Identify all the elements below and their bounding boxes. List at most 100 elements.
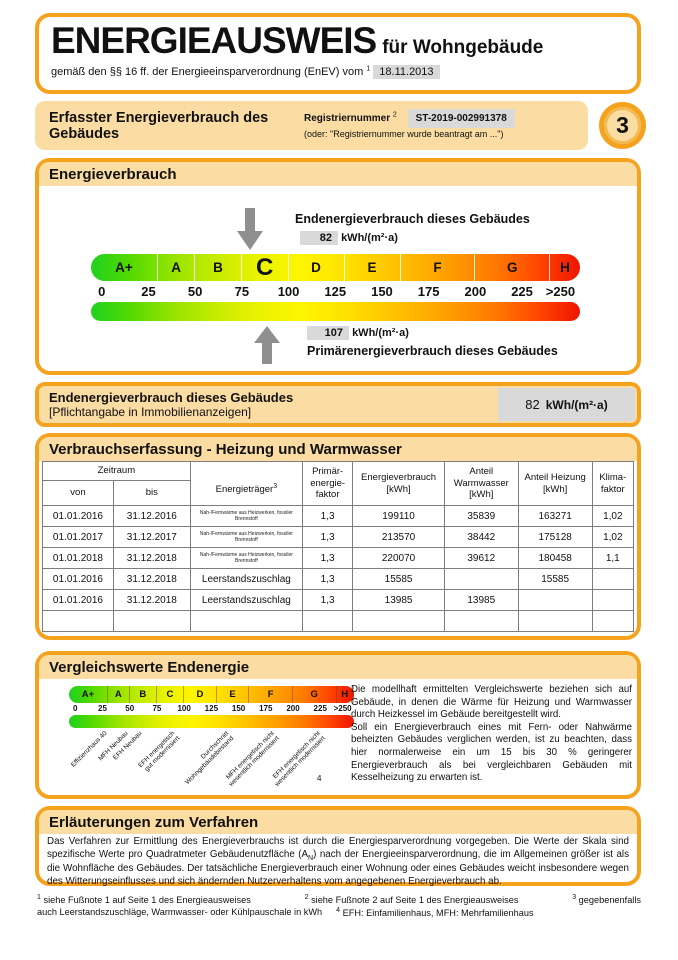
footnote-3-part2: auch Leerstandszuschläge, Warmwasser- od…	[37, 907, 323, 918]
scale-tick-100: 100	[177, 704, 191, 713]
cell-von: 01.01.2017	[42, 526, 114, 548]
cell-bis: 31.12.2018	[112, 547, 191, 569]
cell-traeger: Leerstandszuschlag	[189, 589, 304, 611]
cell-klima	[591, 610, 635, 632]
cell-heizung	[517, 589, 593, 611]
consumption-row: 01.01.2017 31.12.2017 Nah-/Fernwärme aus H…	[42, 526, 635, 548]
cell-warmwasser: 38442	[443, 526, 519, 548]
scale-class-F: F	[401, 254, 476, 281]
primary-energy-unit: kWh/(m²·a)	[352, 327, 409, 339]
comparison-label-text: EFH energetisch gut modernisiert	[137, 730, 182, 774]
comparison-text: Die modellhaft ermittelten Vergleichswer…	[351, 684, 632, 784]
cell-klima: 1,1	[591, 547, 635, 569]
col-von: von	[42, 480, 114, 506]
scale-class-F: F	[249, 686, 293, 703]
scale-tick-150: 150	[231, 704, 246, 713]
cell-von	[42, 610, 114, 632]
scale-class-H: H	[560, 260, 570, 275]
scale-tick-25: 25	[98, 704, 107, 713]
footnotes: 1 siehe Fußnote 1 auf Seite 1 des Energi…	[37, 893, 641, 920]
consumption-panel: Verbrauchserfassung - Heizung und Warmwa…	[35, 433, 641, 640]
scale-tick-50: 50	[187, 284, 203, 299]
scale-gradient-band	[91, 302, 580, 321]
cell-verbrauch: 199110	[352, 505, 445, 527]
scale-class-E: E	[217, 686, 250, 703]
cell-heizung: 175128	[517, 526, 593, 548]
footnote-ref-4: 4	[316, 774, 322, 783]
cell-klima: 1,02	[591, 526, 635, 548]
comparison-letter-band: A+ A B C D E F G H	[69, 686, 354, 703]
scale-class-A: A	[158, 254, 196, 281]
registration-number: ST-2019-002991378	[407, 109, 515, 129]
scale-tick-125: 125	[204, 704, 219, 713]
energy-class-scale: A+ A B C D E F G H 0 25 50 75 100 125 150 175 200 225 >250	[91, 208, 580, 364]
col-energieverbrauch: Energieverbrauch [kWh]	[352, 461, 445, 506]
cell-heizung: 15585	[517, 568, 593, 590]
cell-bis	[112, 610, 191, 632]
end-energy-value: 82	[300, 231, 338, 245]
law-line: gemäß den §§ 16 ff. der Energieeinsparve…	[51, 64, 625, 79]
cell-heizung	[517, 610, 593, 632]
cell-heizung: 163271	[517, 505, 593, 527]
scale-tick-75: 75	[152, 704, 162, 713]
end-energy-label: Endenergieverbrauch dieses Gebäudes	[295, 212, 530, 226]
scale-tick-175: 175	[259, 704, 273, 713]
cell-traeger: Nah-/Fernwärme aus Heizwerken, fossiler …	[189, 526, 304, 548]
scale-class-D: D	[184, 686, 217, 703]
comparison-reference-labels: 4 Effizienzhaus 40 MFH Neubau EFH Neubau EF…	[69, 730, 354, 792]
cell-faktor: 1,3	[302, 589, 354, 611]
page-title: ENERGIEAUSWEIS	[51, 20, 377, 61]
cell-faktor	[302, 610, 354, 632]
cell-verbrauch: 15585	[352, 568, 445, 590]
scale-tick-75: 75	[234, 284, 250, 299]
cell-von: 01.01.2016	[42, 568, 114, 590]
scale-class-H: H	[337, 686, 354, 703]
cell-von: 01.01.2018	[42, 547, 114, 569]
primary-energy-value-row: 107 kWh/(m²·a)	[307, 326, 409, 340]
energy-scale-title: Energieverbrauch	[39, 162, 637, 186]
end-band-value-box: 82 kWh/(m²·a)	[498, 388, 635, 421]
cell-faktor: 1,3	[302, 526, 354, 548]
end-energy-unit: kWh/(m²·a)	[341, 232, 398, 244]
scale-class-A+: A+	[91, 254, 158, 281]
comparison-scale: A+ A B C D E F G H 0 25 50 75 100 125 150 175 200 225 >250	[69, 686, 354, 728]
down-arrow-icon	[237, 208, 264, 250]
footnote-ref-2: 2	[392, 111, 397, 119]
cell-klima: 1,02	[591, 505, 635, 527]
cell-warmwasser	[443, 610, 519, 632]
end-band-subtitle: [Pflichtangabe in Immobilienanzeigen]	[49, 405, 252, 419]
cell-heizung: 180458	[517, 547, 593, 569]
registration-alt-text: (oder: "Registriernummer wurde beantragt…	[304, 129, 504, 140]
cell-klima	[591, 568, 635, 590]
up-arrow-icon	[254, 326, 281, 364]
scale-tick-225: 225	[313, 704, 327, 713]
footnote-ref-3: 3	[273, 482, 278, 490]
scale-tick-175: 175	[417, 284, 440, 299]
end-band-value: 82	[525, 397, 540, 412]
scale-letter-band: A+ A B C D E F G H	[91, 254, 580, 281]
cell-bis: 31.12.2018	[112, 589, 191, 611]
cell-von: 01.01.2016	[42, 589, 114, 611]
cell-faktor: 1,3	[302, 505, 354, 527]
comparison-title: Vergleichswerte Endenergie	[39, 655, 637, 679]
footnote-2: 2 siehe Fußnote 2 auf Seite 1 des Energi…	[304, 894, 519, 906]
cell-bis: 31.12.2017	[112, 526, 191, 548]
col-anteil-warmwasser: Anteil Warmwasser [kWh]	[443, 461, 519, 506]
cell-warmwasser: 39612	[443, 547, 519, 569]
col-klimafaktor: Klima- faktor	[591, 461, 635, 506]
cell-verbrauch: 13985	[352, 589, 445, 611]
footnote-ref-1: 1	[366, 65, 371, 73]
scale-tick-200: 200	[286, 704, 300, 713]
end-energy-band: Endenergieverbrauch dieses Gebäudes [Pfl…	[35, 382, 641, 427]
footnote-4: 4 EFH: Einfamilienhaus, MFH: Mehrfamilie…	[336, 907, 534, 919]
end-band-title: Endenergieverbrauch dieses Gebäudes	[49, 390, 294, 405]
scale-class-D: D	[289, 254, 345, 281]
scale-class-C: C	[157, 686, 185, 703]
scale-class-B: B	[130, 686, 157, 703]
consumption-row: 01.01.2016 31.12.2018 Leerstandszuschlag 1,…	[42, 589, 635, 611]
consumption-row	[42, 610, 635, 632]
cell-verbrauch: 220070	[352, 547, 445, 569]
primary-energy-label: Primärenergieverbrauch dieses Gebäudes	[307, 344, 558, 358]
cell-warmwasser: 13985	[443, 589, 519, 611]
cell-verbrauch: 213570	[352, 526, 445, 548]
